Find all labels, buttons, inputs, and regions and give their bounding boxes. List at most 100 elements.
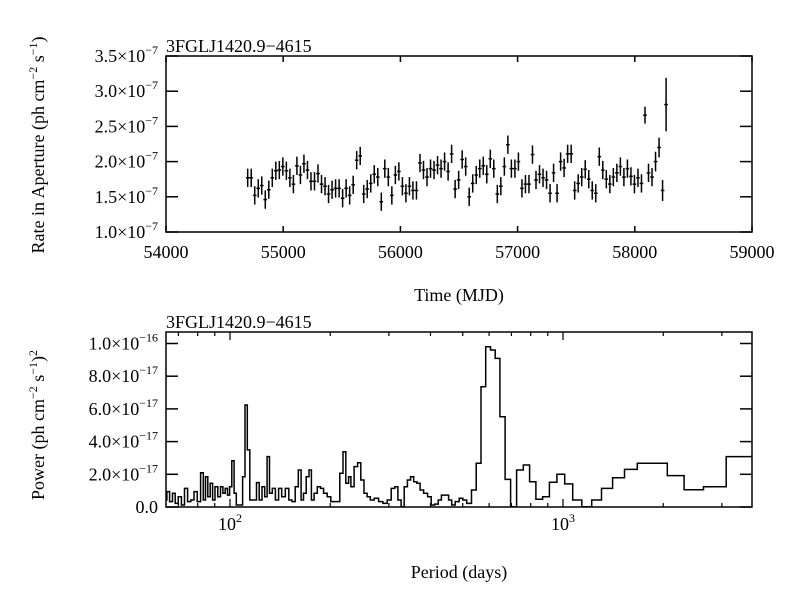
lightcurve-frame xyxy=(165,55,753,233)
data-point xyxy=(632,174,637,194)
tick-label-part: −7 xyxy=(145,184,158,198)
data-point xyxy=(608,174,612,194)
data-point xyxy=(664,77,668,132)
data-point xyxy=(618,157,623,176)
periodogram-ylabel: Power (ph cm−2 s−1)2 xyxy=(26,350,49,500)
data-point xyxy=(347,186,352,205)
data-point xyxy=(622,167,626,187)
periodogram-title: 3FGLJ1420.9−4615 xyxy=(166,312,312,332)
data-point xyxy=(340,189,345,208)
x-tick-label: 54000 xyxy=(144,242,189,262)
data-point xyxy=(565,144,570,164)
tick-label-part: −7 xyxy=(145,78,158,92)
data-point xyxy=(358,146,363,166)
data-point xyxy=(460,150,464,169)
data-point xyxy=(323,177,327,196)
periodogram-panel: 3FGLJ1420.9−4615 0.02.0×10−174.0×10−176.… xyxy=(26,312,753,583)
data-point xyxy=(316,164,320,183)
x-tick-label: 57000 xyxy=(495,242,540,262)
data-point xyxy=(404,184,408,203)
data-point xyxy=(586,170,591,189)
data-point xyxy=(397,162,401,181)
y-tick-label: 0.0 xyxy=(136,497,159,517)
data-point xyxy=(249,168,254,187)
data-point xyxy=(407,177,412,196)
data-point xyxy=(492,159,496,178)
data-point xyxy=(256,179,261,198)
data-point xyxy=(499,177,503,196)
data-point xyxy=(288,168,292,187)
data-point xyxy=(643,106,647,124)
data-point xyxy=(534,170,538,190)
tick-label-part: 0.0 xyxy=(136,497,159,517)
tick-label-part: 1.0 xyxy=(89,334,112,354)
tick-label-part: ×10 xyxy=(117,222,145,242)
data-point xyxy=(463,157,468,176)
data-point xyxy=(593,184,598,203)
data-point xyxy=(530,145,535,164)
data-point xyxy=(558,152,563,171)
data-point xyxy=(453,179,457,199)
data-point xyxy=(590,181,595,200)
data-point xyxy=(456,170,461,190)
data-point xyxy=(541,168,545,187)
data-point xyxy=(583,160,588,179)
data-point xyxy=(657,137,661,158)
data-point xyxy=(646,163,651,183)
x-tick-label: 55000 xyxy=(261,242,306,262)
y-tick-label: 6.0×10−17 xyxy=(89,396,158,419)
data-point xyxy=(263,190,268,209)
data-point xyxy=(516,152,521,171)
periodogram-series-line xyxy=(166,346,752,508)
y-tick-label: 2.0×10−17 xyxy=(89,461,158,484)
data-point xyxy=(326,184,331,204)
lightcurve-ylabel: Rate in Aperture (ph cm−2 s−1) xyxy=(26,36,49,253)
tick-label-part: ×10 xyxy=(117,46,145,66)
data-point xyxy=(446,162,450,181)
y-tick-label: 8.0×10−17 xyxy=(89,363,158,386)
tick-label-part: ×10 xyxy=(111,366,139,386)
tick-label-part: −7 xyxy=(145,43,158,57)
y-tick-label: 1.0×10−7 xyxy=(95,219,158,242)
tick-label-part: ×10 xyxy=(111,399,139,419)
data-point xyxy=(432,160,436,180)
data-point xyxy=(354,151,359,170)
data-point xyxy=(611,167,616,187)
data-point xyxy=(442,152,447,171)
data-point xyxy=(411,181,415,200)
periodogram-ticks: 0.02.0×10−174.0×10−176.0×10−178.0×10−171… xyxy=(89,331,752,534)
tick-label-part: 1.5 xyxy=(95,187,118,207)
data-point xyxy=(523,174,528,194)
data-point xyxy=(467,187,471,206)
data-point xyxy=(393,165,398,185)
tick-label-part: 4.0 xyxy=(89,432,112,452)
data-point xyxy=(474,165,479,185)
tick-label-part: 10 xyxy=(218,514,236,534)
data-point xyxy=(615,163,619,183)
x-tick-label: 103 xyxy=(551,511,575,534)
periodogram-xlabel: Period (days) xyxy=(411,562,507,583)
data-point xyxy=(365,179,370,199)
data-point xyxy=(418,153,422,173)
data-point xyxy=(484,165,489,184)
data-point xyxy=(562,158,566,178)
tick-label-part: −16 xyxy=(139,331,158,345)
data-point xyxy=(284,161,289,180)
data-point xyxy=(390,186,394,205)
lightcurve-title: 3FGLJ1420.9−4615 xyxy=(166,36,312,56)
data-point xyxy=(351,175,355,194)
data-point xyxy=(555,184,559,203)
data-point xyxy=(660,179,665,202)
tick-label-part: ×10 xyxy=(111,432,139,452)
data-point xyxy=(502,157,507,176)
data-point xyxy=(537,165,542,184)
data-point xyxy=(295,156,299,175)
data-point xyxy=(372,165,377,184)
lightcurve-xlabel: Time (MJD) xyxy=(414,285,504,306)
tick-label-part: 3.0 xyxy=(95,81,118,101)
x-tick-label: 102 xyxy=(218,511,242,534)
data-point xyxy=(513,159,517,178)
data-point xyxy=(495,184,500,204)
data-point xyxy=(506,135,510,154)
